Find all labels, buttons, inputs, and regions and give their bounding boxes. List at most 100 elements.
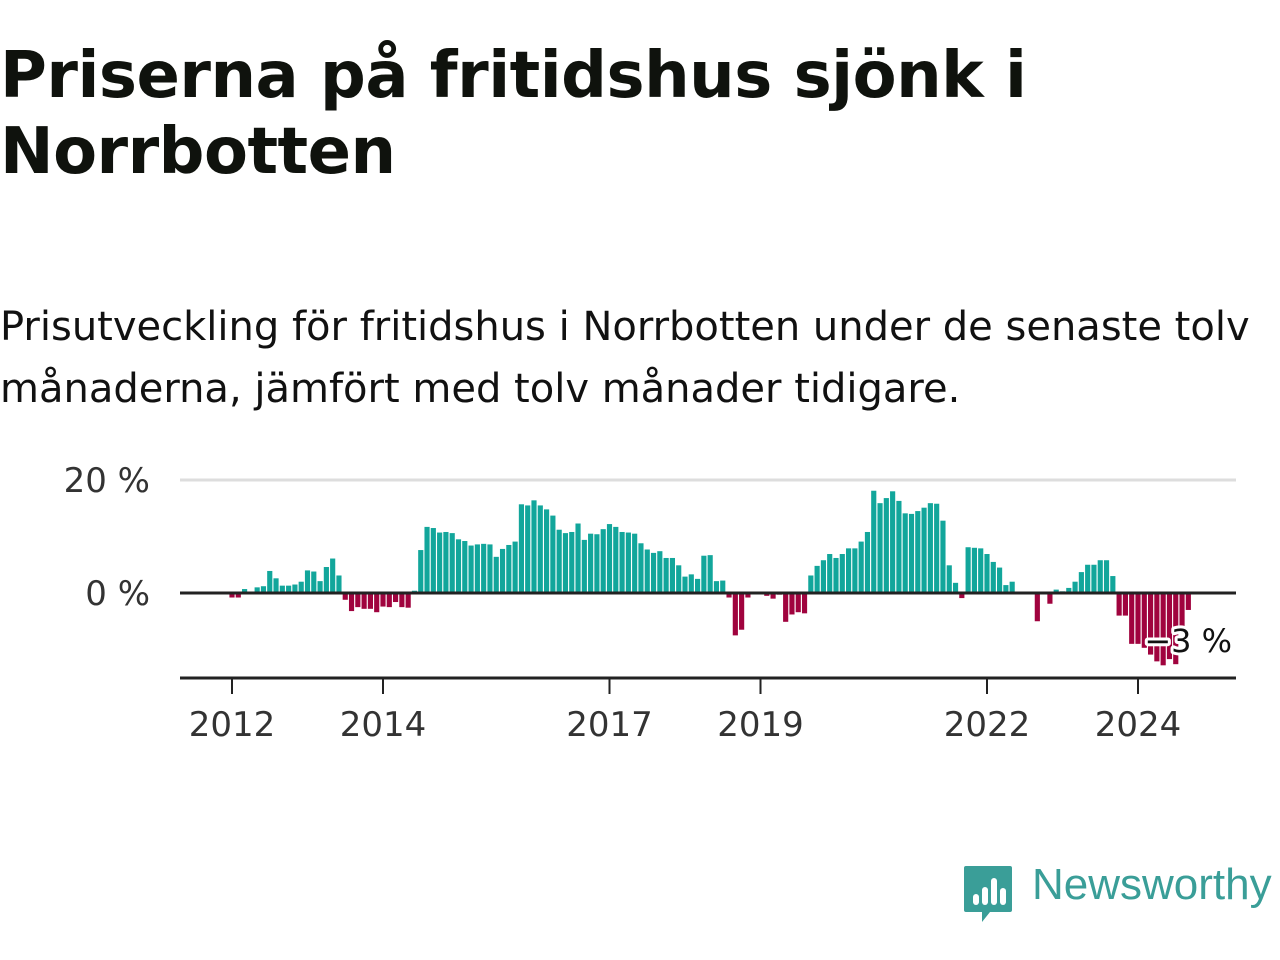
bar [1185,593,1191,610]
bar [393,593,399,603]
bar [783,593,789,622]
bar [739,593,745,630]
bar [952,582,959,593]
bar [1173,593,1179,665]
bar [468,545,474,593]
bar [1129,593,1135,644]
bar [1116,593,1122,616]
bar [499,548,506,593]
brand-name: Newsworthy [1032,860,1272,909]
bar [1066,587,1072,593]
last-value-label: −3 % [1144,622,1232,660]
bar [846,548,852,593]
bar [745,593,751,598]
bar [443,531,449,593]
bar [361,593,367,609]
bar [701,555,707,593]
x-tick-label: 2014 [340,705,427,745]
bar [921,507,927,593]
bar [242,589,248,593]
bar [858,541,864,593]
x-tick-label: 2012 [189,705,276,745]
bar [713,581,720,593]
bar [304,570,311,593]
bar [1097,560,1103,593]
bar [946,565,952,593]
bar [1122,593,1128,616]
bar [348,593,355,612]
y-tick-label: 0 % [85,574,150,614]
x-tick-label: 2024 [1095,705,1182,745]
bar [1110,576,1116,593]
bar [562,533,569,593]
bar [801,593,808,614]
bar [984,554,990,593]
bar [1053,589,1059,593]
bar [550,515,556,593]
bar [808,575,814,593]
bar [940,520,946,593]
bar [279,585,285,593]
bar [430,528,436,593]
bar [990,561,996,593]
bar [581,539,587,593]
bar [1091,564,1097,593]
bar [474,544,480,593]
bar [531,500,537,593]
chart-subtitle: Prisutveckling för fritidshus i Norrbott… [0,304,1250,412]
bar [965,547,971,593]
bar [890,491,896,593]
bar [676,565,682,593]
bar [789,593,795,615]
bar [864,531,871,593]
bar [726,593,732,598]
bar [330,558,336,593]
bar [663,557,669,593]
bar [518,504,524,593]
bar [1078,572,1084,593]
bar [915,511,921,593]
bar-chart-logo-icon [964,866,1012,922]
y-tick-label: 20 % [64,461,150,501]
bar [267,570,273,593]
bar [695,578,701,593]
bar [852,548,858,593]
bar [1141,593,1147,648]
bar [978,548,984,593]
bar [871,490,877,593]
bar [525,505,531,593]
bar [493,556,499,593]
bar [902,513,908,593]
bar [455,539,462,593]
bar [481,543,487,593]
bar [883,498,889,593]
bar [424,526,430,593]
bar [1179,593,1185,627]
bar [386,593,392,608]
bar [669,557,675,593]
bar [688,574,694,593]
bar [827,554,833,593]
bar [682,576,688,593]
newsworthy-brand[interactable]: Newsworthy [962,860,1272,926]
bar [506,544,512,593]
bar [405,593,411,608]
bar [235,593,241,598]
bar [606,524,613,593]
bar [1003,585,1009,593]
bar [355,593,361,608]
bar [1154,593,1160,662]
bar [770,593,776,599]
bar [260,586,267,593]
bar [720,580,726,593]
bar [833,557,839,593]
bar [298,581,304,593]
bar [1009,581,1015,593]
bar [544,509,550,593]
bar [1047,593,1053,604]
bar [959,593,965,599]
bar [657,551,663,593]
bar [1103,560,1110,593]
bar [380,593,386,607]
x-tick-label: 2022 [944,705,1031,745]
